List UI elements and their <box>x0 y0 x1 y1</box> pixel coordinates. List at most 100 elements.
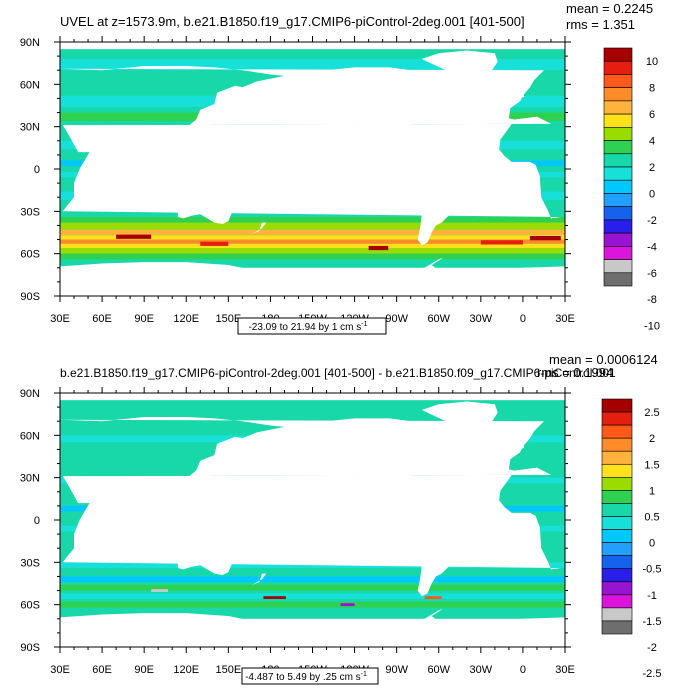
panel-title: UVEL at z=1573.9m, b.e21.B1850.f19_g17.C… <box>60 14 525 29</box>
colorbar-label: -1.5 <box>643 616 662 628</box>
colorbar-swatch <box>601 568 633 583</box>
range-unit-exponent: -1 <box>361 671 367 678</box>
y-tick-label: 60S <box>20 600 40 612</box>
colorbar-label: 2 <box>649 433 655 445</box>
colorbar-swatch <box>603 87 633 102</box>
x-tick-label: 60W <box>427 313 450 325</box>
x-tick-label: 90E <box>134 664 154 676</box>
colorbar-label: 2 <box>649 162 655 174</box>
colorbar-label: -0.5 <box>643 564 662 576</box>
colorbar-swatch <box>603 100 633 115</box>
x-tick-label: 0 <box>520 664 526 676</box>
x-tick-label: 120E <box>173 664 199 676</box>
colorbar-label: 8 <box>649 83 655 95</box>
x-tick-label: 30E <box>555 664 575 676</box>
x-tick-label: 60E <box>92 664 112 676</box>
land-mask <box>60 42 565 296</box>
range-box <box>237 317 387 335</box>
colorbar-swatch <box>603 153 633 168</box>
colorbar-label: -6 <box>647 268 657 280</box>
stat-mean: mean = 0.2245 <box>566 1 653 16</box>
y-tick-label: 60S <box>20 249 40 261</box>
colorbar-swatch <box>603 272 633 287</box>
colorbar-label: -2 <box>647 215 657 227</box>
y-tick-label: 90N <box>20 37 40 49</box>
colorbar-swatch <box>603 246 633 260</box>
colorbar-swatch <box>601 581 633 596</box>
colorbar-swatch <box>601 398 633 413</box>
x-tick-label: 0 <box>520 313 526 325</box>
colorbar-label: 0.5 <box>644 512 659 524</box>
colorbar-label: -4 <box>647 241 657 253</box>
colorbar-swatch <box>601 424 633 439</box>
x-tick-label: 120E <box>173 313 199 325</box>
colorbar-swatch <box>603 127 633 141</box>
colorbar-swatch <box>601 463 633 478</box>
colorbar-swatch <box>601 542 633 556</box>
colorbar-label: 4 <box>649 136 655 148</box>
colorbar-swatch <box>603 166 633 181</box>
colorbar-label: -2.5 <box>643 668 662 680</box>
stat-mean: mean = 0.0006124 <box>549 352 658 367</box>
colorbar-swatch <box>603 179 633 194</box>
x-tick-label: 30W <box>470 313 493 325</box>
range-box <box>241 667 379 685</box>
colorbar-swatch <box>603 74 633 88</box>
x-tick-label: 60W <box>427 664 450 676</box>
colorbar-swatch <box>603 47 633 62</box>
colorbar-swatch <box>601 411 633 426</box>
colorbar-swatch <box>601 477 633 491</box>
colorbar-label: 6 <box>649 109 655 121</box>
colorbar-swatch <box>603 113 633 128</box>
x-tick-label: 90W <box>385 313 408 325</box>
y-tick-label: 90S <box>20 291 40 303</box>
colorbar-label: 0 <box>649 538 655 550</box>
range-unit-exponent: -1 <box>361 321 367 328</box>
colorbar-swatch <box>601 594 633 609</box>
colorbar-swatch <box>601 620 633 635</box>
stat-rms: rms = 1.351 <box>566 17 635 32</box>
colorbar-label: 10 <box>646 56 658 68</box>
colorbar-swatch <box>603 219 633 234</box>
x-tick-label: 30E <box>555 313 575 325</box>
y-tick-label: 90S <box>20 642 40 654</box>
colorbar-swatch <box>601 516 633 530</box>
colorbar-swatch <box>601 607 633 622</box>
colorbar-swatch <box>601 490 633 504</box>
y-tick-label: 60N <box>20 79 40 91</box>
stat-rms: rms = 0.1994 <box>537 365 613 380</box>
colorbar-swatch <box>601 529 633 543</box>
x-tick-label: 150E <box>215 664 241 676</box>
x-tick-label: 90E <box>134 313 154 325</box>
velocity-field <box>60 393 565 647</box>
colorbar-label: -2 <box>647 642 657 654</box>
colorbar-swatch <box>601 555 633 570</box>
colorbar-swatch <box>603 206 633 221</box>
colorbar-swatch <box>601 450 633 465</box>
colorbar-label: -10 <box>644 321 660 333</box>
y-tick-label: 30S <box>20 557 40 569</box>
y-tick-label: 60N <box>20 430 40 442</box>
x-tick-label: 30E <box>50 664 70 676</box>
range-label: -4.487 to 5.49 by .25 cm s-1 <box>245 671 367 683</box>
x-tick-label: 150E <box>215 313 241 325</box>
colorbar-swatch <box>603 193 633 207</box>
colorbar-swatch <box>603 232 633 247</box>
colorbar: 10 8 6 4 2 0 -2 -4 -6 -8 -10 <box>603 47 660 333</box>
y-tick-label: 0 <box>34 515 40 527</box>
colorbar-label: 1 <box>649 485 655 497</box>
colorbar-label: 0 <box>649 188 655 200</box>
colorbar-swatch <box>601 503 633 517</box>
colorbar-swatch <box>603 60 633 75</box>
y-tick-label: 90N <box>20 388 40 400</box>
colorbar: 2.5 2 1.5 1 0.5 0 -0.5 -1 -1.5 -2 -2.5 <box>601 398 662 680</box>
y-tick-label: 0 <box>34 164 40 176</box>
colorbar-label: 2.5 <box>644 407 659 419</box>
velocity-field <box>60 42 565 296</box>
colorbar-label: -1 <box>647 590 657 602</box>
y-tick-label: 30S <box>20 206 40 218</box>
x-tick-label: 90W <box>385 664 408 676</box>
colorbar-label: 1.5 <box>644 459 659 471</box>
panel-top: 30E60E90E120E150E180150W120W90W60W30W030… <box>20 1 660 335</box>
